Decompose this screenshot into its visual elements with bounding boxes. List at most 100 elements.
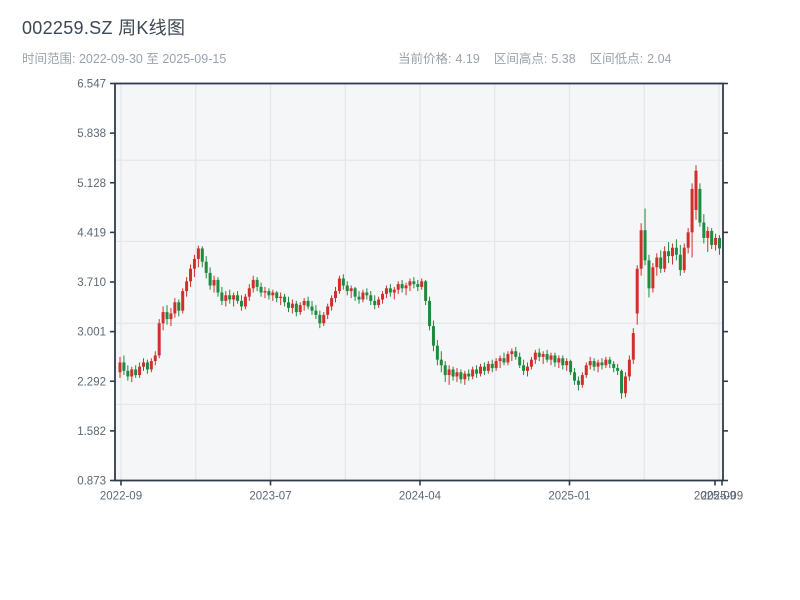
candle-down xyxy=(569,361,573,373)
candle-up xyxy=(118,362,122,373)
candle-down xyxy=(659,257,663,269)
candle-up xyxy=(243,296,247,307)
candle-up xyxy=(349,288,353,292)
candle-up xyxy=(670,247,674,257)
candle-down xyxy=(424,281,428,301)
candle-up xyxy=(635,268,639,314)
candle-up xyxy=(623,376,627,394)
candle-down xyxy=(165,312,169,320)
candle-down xyxy=(353,288,357,297)
candle-up xyxy=(263,291,267,293)
candle-up xyxy=(686,232,690,248)
candle-up xyxy=(392,289,396,293)
candle-up xyxy=(651,267,655,289)
candle-up xyxy=(247,288,251,297)
candle-down xyxy=(134,369,138,376)
candle-down xyxy=(283,296,287,303)
candle-down xyxy=(126,370,130,377)
candle-up xyxy=(377,299,381,306)
candle-down xyxy=(145,362,149,370)
candle-down xyxy=(177,302,181,311)
candle-up xyxy=(290,303,294,308)
candle-up xyxy=(580,375,584,385)
candle-up xyxy=(326,306,330,315)
candle-up xyxy=(181,291,185,311)
candle-up xyxy=(396,284,400,290)
candle-down xyxy=(443,365,447,376)
candle-up xyxy=(533,352,537,360)
candle-down xyxy=(267,291,271,296)
candle-down xyxy=(357,296,361,300)
candle-down xyxy=(553,355,557,363)
candle-down xyxy=(439,359,443,366)
candle-up xyxy=(588,361,592,366)
candle-down xyxy=(294,303,298,313)
candle-up xyxy=(682,247,686,271)
candle-down xyxy=(286,302,290,308)
candle-down xyxy=(216,279,220,293)
candle-up xyxy=(655,257,659,268)
candle-down xyxy=(400,284,404,289)
candle-up xyxy=(639,230,643,269)
candle-up xyxy=(627,359,631,377)
candle-up xyxy=(596,362,600,367)
candle-down xyxy=(502,358,506,363)
candle-up xyxy=(196,248,200,259)
candle-down xyxy=(643,230,647,261)
candle-down xyxy=(435,345,439,360)
candle-up xyxy=(478,366,482,374)
candle-up xyxy=(549,355,553,360)
candle-up xyxy=(322,314,326,324)
candle-down xyxy=(204,261,208,273)
candle-down xyxy=(698,188,702,223)
plot-area xyxy=(115,83,723,481)
candle-down xyxy=(702,222,706,238)
candle-down xyxy=(616,368,620,371)
x-tick-label: 2023-07 xyxy=(249,491,291,503)
candle-down xyxy=(255,279,259,287)
y-tick-label: 3.001 xyxy=(77,327,106,339)
y-tick-label: 0.873 xyxy=(77,476,106,488)
candle-down xyxy=(314,310,318,315)
candle-up xyxy=(529,359,533,367)
candle-down xyxy=(122,362,126,371)
candle-up xyxy=(604,359,608,366)
candle-up xyxy=(189,268,193,282)
candle-down xyxy=(412,281,416,285)
candle-down xyxy=(718,237,721,249)
y-tick-label: 3.710 xyxy=(77,277,106,289)
candle-down xyxy=(647,260,651,289)
candle-down xyxy=(545,354,549,360)
candle-down xyxy=(576,380,580,385)
candle-up xyxy=(455,372,459,377)
candle-up xyxy=(271,292,275,296)
candle-up xyxy=(526,366,530,371)
stat-current-value: 4.19 xyxy=(455,52,480,66)
candle-down xyxy=(275,292,279,299)
candle-up xyxy=(541,354,545,357)
candle-up xyxy=(232,295,236,300)
candle-down xyxy=(518,356,522,366)
candle-up xyxy=(690,188,694,233)
candle-down xyxy=(600,362,604,366)
x-tick-label: 2024-04 xyxy=(399,491,442,503)
candle-up xyxy=(298,305,302,313)
candle-up xyxy=(157,323,161,356)
candle-up xyxy=(447,369,451,376)
candle-up xyxy=(506,354,510,363)
candle-up xyxy=(384,288,388,294)
price-stats: 当前价格: 4.19 区间高点: 5.38 区间低点: 2.04 xyxy=(398,48,685,67)
candle-up xyxy=(138,366,142,376)
y-tick-label: 6.547 xyxy=(77,79,106,91)
candle-down xyxy=(345,285,349,292)
candle-down xyxy=(467,373,471,377)
y-tick-label: 4.419 xyxy=(77,227,106,239)
candle-down xyxy=(239,300,243,307)
candle-up xyxy=(631,333,635,360)
candle-down xyxy=(612,363,616,369)
x-tick-label: 2025-09 xyxy=(694,491,736,503)
candle-down xyxy=(482,366,486,371)
candle-down xyxy=(431,326,435,346)
candle-up xyxy=(302,300,306,306)
